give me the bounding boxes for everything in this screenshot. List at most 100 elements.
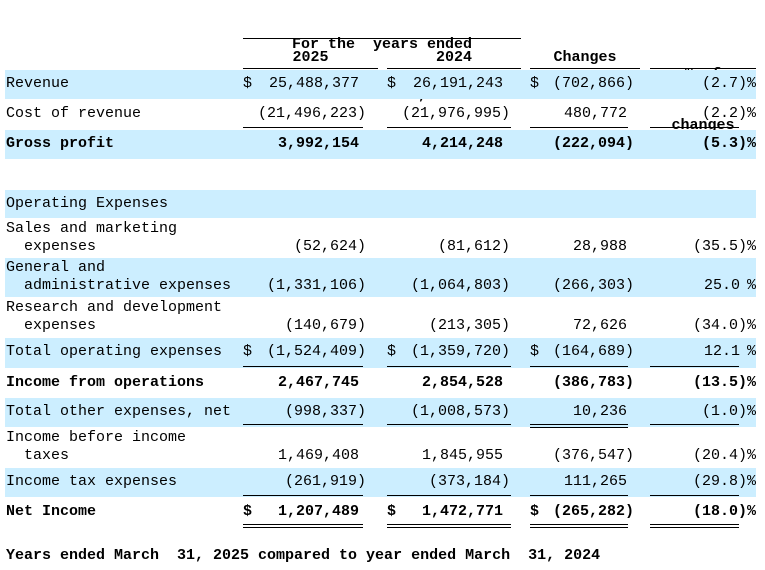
table-row: Cost of revenue (21,496,223) (21,976,995) 4… bbox=[5, 100, 756, 129]
percent-symbol: % bbox=[746, 105, 756, 122]
value-chg: 111,265 bbox=[563, 473, 627, 490]
underline bbox=[387, 495, 511, 496]
value-v2024: (373,184) bbox=[428, 473, 510, 490]
value-v2025: 2,467,745 bbox=[277, 374, 359, 391]
row-label-line: taxes bbox=[6, 447, 70, 464]
row-label-line: administrative expenses bbox=[6, 277, 232, 294]
column-header-changes: Changes bbox=[553, 49, 617, 66]
underline bbox=[650, 424, 739, 425]
divider bbox=[243, 38, 521, 39]
value-v2025: (140,679) bbox=[284, 317, 366, 334]
value-v2024: 1,845,955 bbox=[421, 447, 503, 464]
table-row: Total other expenses, net (998,337) (1,008… bbox=[5, 398, 756, 427]
underline bbox=[243, 127, 363, 128]
table-row: Total operating expenses $ (1,524,409) $ (1,… bbox=[5, 338, 756, 368]
value-pct: (29.8) bbox=[692, 473, 747, 490]
value-v2024: 1,472,771 bbox=[421, 503, 503, 520]
value-v2025: (21,496,223) bbox=[257, 105, 366, 122]
row-label: Gross profit bbox=[6, 135, 114, 153]
value-v2025: 25,488,377 bbox=[268, 75, 359, 92]
row-label-line: Income before income bbox=[6, 429, 187, 446]
value-v2025: (1,331,106) bbox=[266, 277, 366, 294]
row-label-line: Revenue bbox=[6, 75, 70, 92]
underline bbox=[243, 495, 363, 496]
percent-symbol: % bbox=[746, 503, 756, 520]
underline bbox=[243, 366, 363, 367]
underline bbox=[650, 366, 739, 367]
double-underline bbox=[530, 424, 628, 428]
table-row: Income before income taxes 1,469,408 1,845… bbox=[5, 428, 756, 467]
double-underline bbox=[650, 524, 739, 528]
double-underline bbox=[243, 524, 363, 528]
row-label: Cost of revenue bbox=[6, 105, 141, 123]
column-header-2025: 2025 bbox=[292, 49, 329, 66]
table-row: Revenue $25,488,377 $26,191,243 $ (702,866) (… bbox=[5, 70, 756, 99]
percent-symbol: % bbox=[746, 343, 756, 360]
value-pct: (2.2) bbox=[701, 105, 747, 122]
percent-symbol: % bbox=[746, 374, 756, 391]
underline bbox=[530, 495, 628, 496]
percent-symbol: % bbox=[746, 135, 756, 152]
value-pct: (18.0) bbox=[692, 503, 747, 520]
row-label: General and administrative expenses bbox=[6, 259, 231, 295]
value-v2024: 4,214,248 bbox=[421, 135, 503, 152]
row-label: Research and development expenses bbox=[6, 299, 222, 335]
underline bbox=[650, 127, 739, 128]
value-v2025: 1,207,489 bbox=[277, 503, 359, 520]
row-label-line: General and bbox=[6, 259, 106, 276]
value-pct: (5.3) bbox=[701, 135, 747, 152]
double-underline bbox=[387, 524, 511, 528]
divider bbox=[530, 68, 640, 69]
value-v2024: 2,854,528 bbox=[421, 374, 503, 391]
underline bbox=[530, 366, 628, 367]
percent-symbol: % bbox=[746, 317, 756, 334]
table-row: Gross profit 3,992,154 4,214,248 (222,094) (… bbox=[5, 130, 756, 159]
percent-symbol: % bbox=[746, 75, 756, 92]
row-label-line: Income from operations bbox=[6, 374, 205, 391]
value-chg: (265,282) bbox=[552, 503, 634, 520]
value-chg: 480,772 bbox=[563, 105, 627, 122]
table-row: Sales and marketing expenses (52,624) (81,… bbox=[5, 219, 756, 257]
row-label: Total other expenses, net bbox=[6, 403, 231, 421]
row-label-line: Operating Expenses bbox=[6, 195, 169, 212]
value-chg: 10,236 bbox=[572, 403, 627, 420]
underline bbox=[530, 127, 628, 128]
currency-symbol: $ bbox=[387, 75, 397, 92]
value-chg: (386,783) bbox=[552, 374, 634, 391]
table-row: Income from operations 2,467,745 2,854,528… bbox=[5, 369, 756, 397]
value-v2024: 26,191,243 bbox=[412, 75, 503, 92]
currency-symbol: $ bbox=[243, 503, 253, 520]
value-chg: (376,547) bbox=[552, 447, 634, 464]
value-pct: (1.0) bbox=[701, 403, 747, 420]
underline bbox=[387, 366, 511, 367]
value-chg: (164,689) bbox=[552, 343, 634, 360]
row-label-line: Total operating expenses bbox=[6, 343, 223, 360]
row-label: Revenue bbox=[6, 75, 69, 93]
value-chg: (222,094) bbox=[552, 135, 634, 152]
row-label-line: Research and development bbox=[6, 299, 223, 316]
percent-symbol: % bbox=[746, 473, 756, 490]
value-v2025: 1,469,408 bbox=[277, 447, 359, 464]
value-pct: (2.7) bbox=[701, 75, 747, 92]
underline bbox=[243, 424, 363, 425]
pct-header-line2: changes bbox=[671, 117, 735, 134]
value-v2025: (261,919) bbox=[284, 473, 366, 490]
table-row: General and administrative expenses (1,33… bbox=[5, 258, 756, 297]
value-pct: (34.0) bbox=[692, 317, 747, 334]
percent-symbol: % bbox=[746, 447, 756, 464]
value-v2024: (81,612) bbox=[437, 238, 510, 255]
table-row: Net Income $1,207,489 $1,472,771 $ (265,282)… bbox=[5, 498, 756, 527]
table-row: Income tax expenses (261,919) (373,184) 111… bbox=[5, 468, 756, 497]
table-row: Research and development expenses (140,67… bbox=[5, 298, 756, 337]
table-row: Operating Expenses bbox=[5, 190, 756, 218]
underline bbox=[650, 495, 739, 496]
period-title-line1: For the years ended bbox=[291, 36, 473, 53]
value-chg: (702,866) bbox=[552, 75, 634, 92]
row-label: Income before income taxes bbox=[6, 429, 186, 465]
currency-symbol: $ bbox=[387, 343, 397, 360]
percent-symbol: % bbox=[746, 238, 756, 255]
currency-symbol: $ bbox=[530, 75, 540, 92]
row-label-line: Net Income bbox=[6, 503, 97, 520]
row-label: Total operating expenses bbox=[6, 343, 222, 361]
value-pct: (13.5) bbox=[692, 374, 747, 391]
